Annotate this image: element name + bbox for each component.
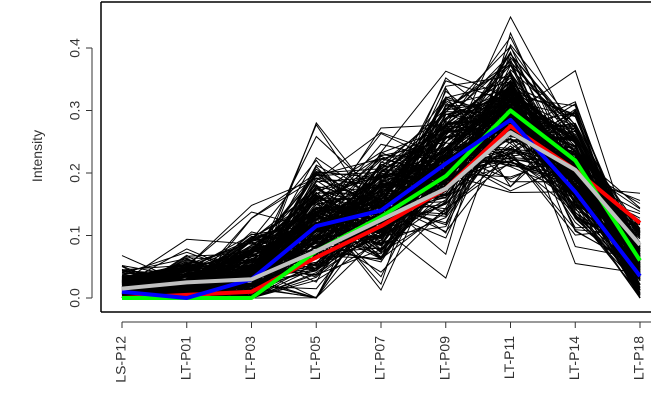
background-profile-line <box>121 81 641 293</box>
y-tick-label: 0.4 <box>67 38 83 58</box>
series-line <box>121 117 642 300</box>
series-line <box>121 130 642 291</box>
x-tick-label: LT-P09 <box>436 336 452 380</box>
x-tick-label: LT-P01 <box>177 336 193 380</box>
y-axis-label: Intensity <box>29 130 45 182</box>
background-profile-line <box>121 124 641 299</box>
background-profile-line <box>121 70 641 278</box>
background-profile-line <box>121 110 641 292</box>
highlighted-series-lines <box>121 108 642 300</box>
y-tick-label: 0.3 <box>67 101 83 121</box>
x-tick-label: LT-P07 <box>372 336 388 380</box>
x-tick-label: LT-P14 <box>566 336 582 380</box>
y-tick-label: 0.0 <box>67 288 83 308</box>
x-tick-label: LT-P05 <box>307 336 323 380</box>
x-tick-label: LT-P03 <box>242 336 258 380</box>
background-profile-line <box>121 96 641 291</box>
x-tick-label: LS-P12 <box>113 336 129 383</box>
axes: 0.0 0.1 0.2 0.3 0.4 LS-P12 LT-P01 LT-P03 LT-P05 L… <box>67 1 651 383</box>
x-tick-label: LT-P11 <box>501 336 517 379</box>
y-tick-label: 0.2 <box>67 163 83 183</box>
background-profile-lines <box>121 15 641 299</box>
y-tick-label: 0.1 <box>67 226 83 246</box>
series-line <box>122 108 642 300</box>
x-tick-label: LT-P18 <box>631 336 647 380</box>
background-profile-line <box>121 88 641 294</box>
